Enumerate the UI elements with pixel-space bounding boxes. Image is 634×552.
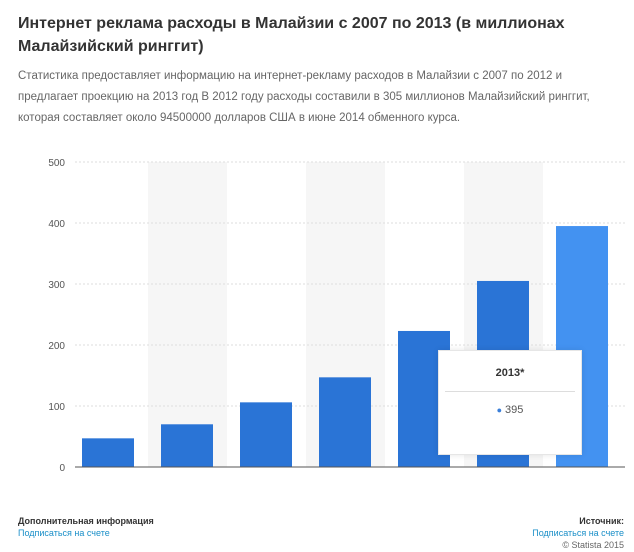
y-tick-label: 200 [48, 341, 65, 352]
copyright: © Statista 2015 [562, 540, 624, 550]
tooltip-label: 2013* [445, 351, 575, 392]
bar[interactable] [82, 438, 134, 467]
bar-chart: 0 100 200 300 400 500 [48, 158, 625, 474]
series-dot-icon: ● [496, 405, 503, 415]
bar[interactable] [319, 377, 371, 467]
tooltip: 2013* ● 395 [438, 350, 582, 455]
y-tick-label: 100 [48, 402, 65, 413]
login-link-right[interactable]: Подписаться на счете [532, 528, 624, 538]
column-band [148, 162, 227, 467]
y-tick-label: 400 [48, 219, 65, 230]
chart-description: Статистика предоставляет информацию на и… [18, 70, 590, 124]
login-link-left[interactable]: Подписаться на счете [18, 528, 110, 538]
bar[interactable] [161, 424, 213, 467]
y-tick-label: 500 [48, 158, 65, 169]
bar[interactable] [240, 402, 292, 467]
tooltip-value: 395 [505, 404, 524, 416]
y-tick-label: 300 [48, 280, 65, 291]
chart-title: Интернет реклама расходы в Малайзии с 20… [18, 15, 565, 55]
y-tick-label: 0 [59, 463, 65, 474]
more-info-label: Дополнительная информация [18, 516, 154, 526]
source-label: Источник: [579, 516, 624, 526]
